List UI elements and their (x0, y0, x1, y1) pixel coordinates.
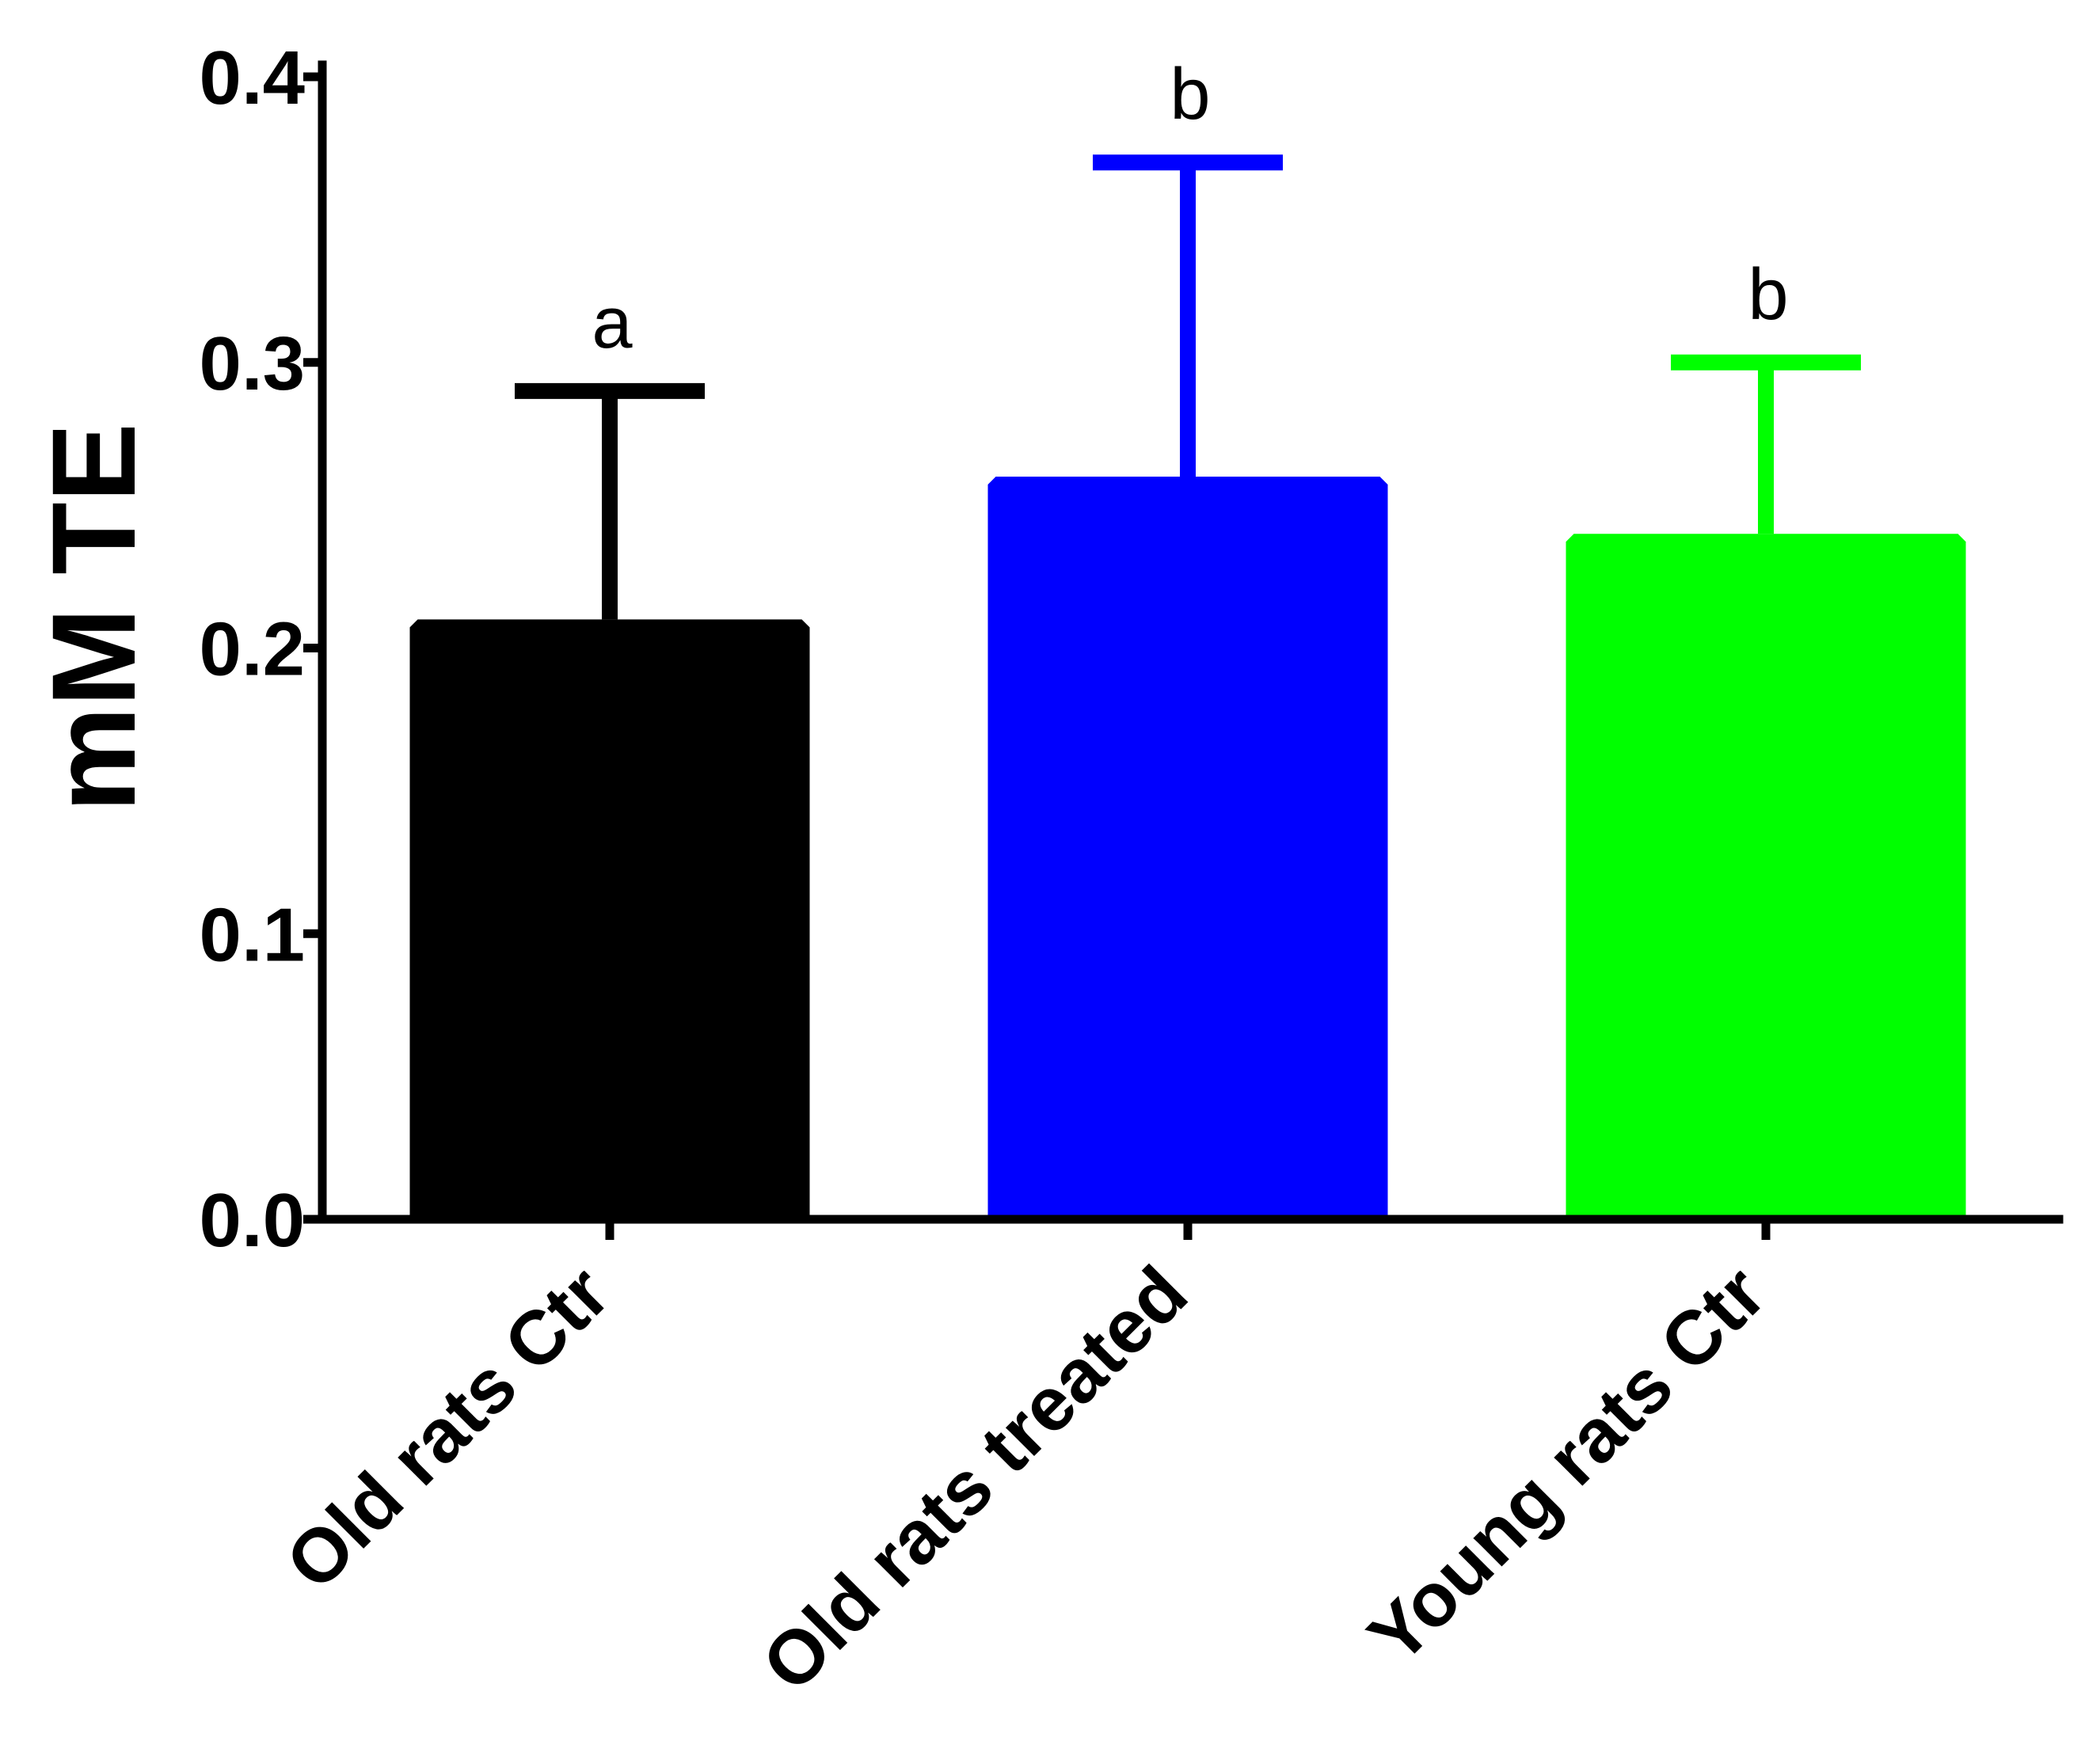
y-tick-label: 0.2 (200, 607, 305, 692)
bar (987, 477, 1388, 1219)
y-ticks-layer: 0.0 0.1 0.2 0.3 0.4 (200, 36, 322, 1263)
significance-label: b (1748, 254, 1788, 335)
y-tick-label: 0.4 (200, 36, 305, 120)
bar (409, 619, 810, 1219)
y-axis-title: mM TE (27, 423, 160, 812)
significance-label: b (1170, 54, 1210, 135)
error-bars-layer (515, 154, 1861, 620)
x-category-label: Old rats Ctr (270, 1250, 626, 1606)
y-tick-label: 0.0 (200, 1178, 305, 1263)
significance-label: a (592, 283, 633, 363)
bars-layer (409, 477, 1966, 1219)
significance-labels-layer: a b b (592, 54, 1788, 363)
bar (1566, 534, 1966, 1219)
y-tick-label: 0.1 (200, 892, 305, 977)
x-ticks-layer: Old rats Ctr Old rats treated Young rats C… (270, 1219, 1782, 1708)
x-category-label: Young rats Ctr (1353, 1250, 1782, 1679)
y-tick-label: 0.3 (200, 321, 305, 406)
x-category-label: Old rats treated (746, 1250, 1203, 1707)
